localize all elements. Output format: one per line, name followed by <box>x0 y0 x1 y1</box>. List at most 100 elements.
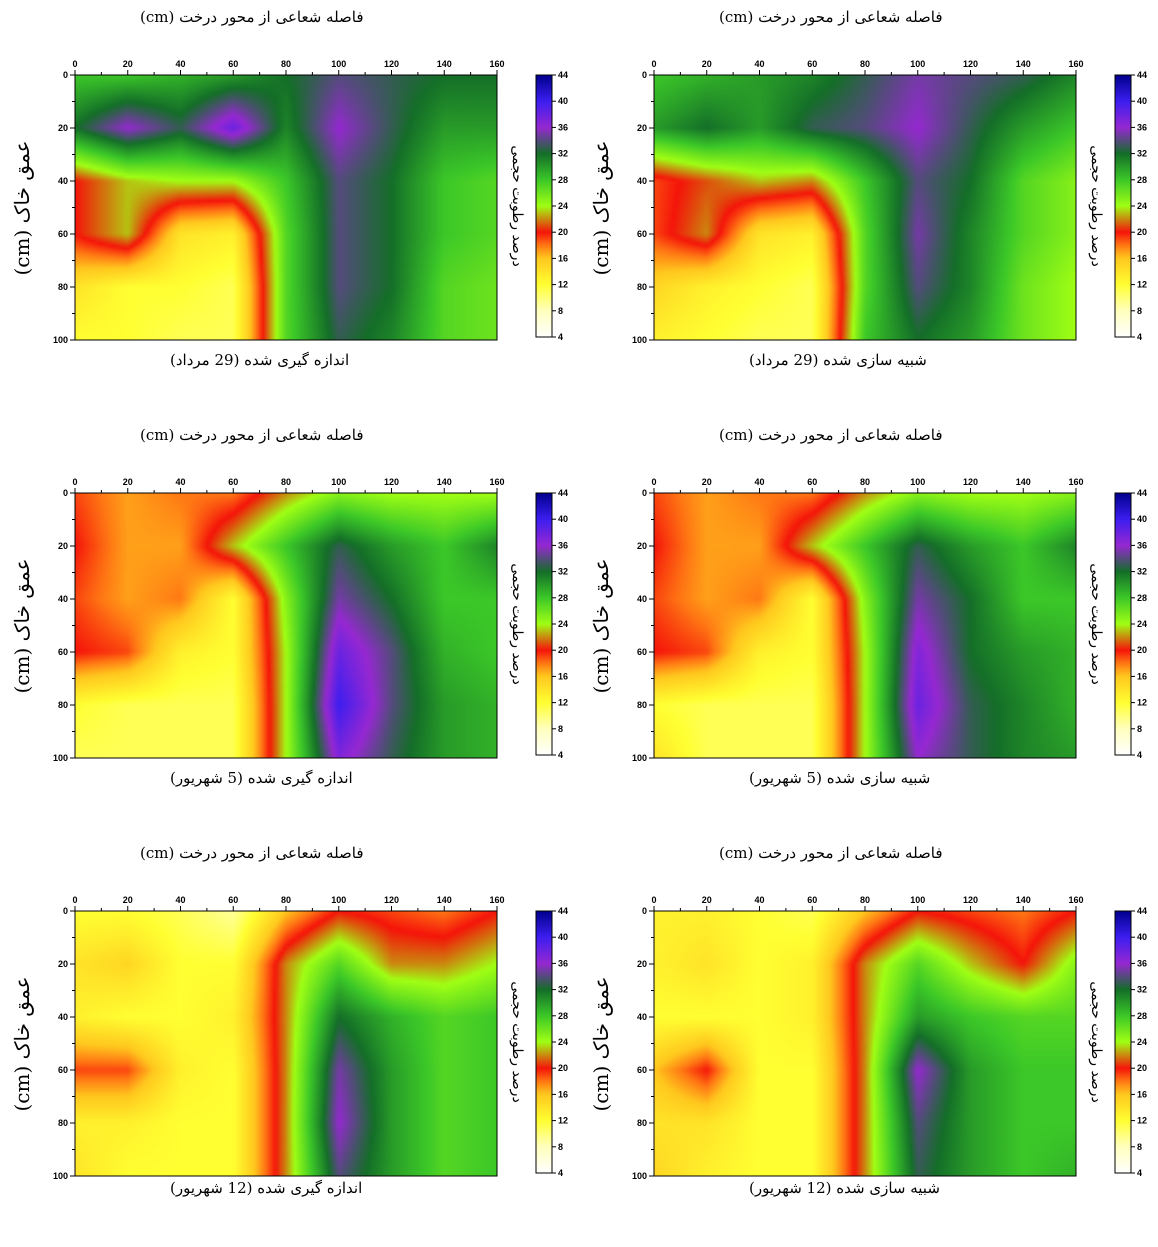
colorbar-tick-label: 44 <box>1137 488 1147 498</box>
x-tick-label: 80 <box>860 895 870 905</box>
colorbar-tick-label: 28 <box>1137 1011 1147 1021</box>
panel-caption: شبیه سازی شده (12 شهریور) <box>749 1179 940 1197</box>
x-tick-label: 120 <box>384 895 399 905</box>
y-tick-label: 0 <box>642 906 647 916</box>
x-axis-title: فاصله شعاعی از محور درخت (cm) <box>719 426 943 444</box>
y-tick-label: 80 <box>637 700 647 710</box>
x-tick-label: 0 <box>72 59 77 69</box>
y-tick-label: 100 <box>632 335 647 345</box>
x-tick-label: 140 <box>1016 59 1031 69</box>
x-tick-label: 160 <box>489 895 504 905</box>
y-tick-label: 0 <box>63 70 68 80</box>
colorbar-tick-label: 16 <box>1137 671 1147 681</box>
y-tick-label: 20 <box>58 123 68 133</box>
colorbar-tick-label: 4 <box>1137 1168 1142 1178</box>
x-tick-label: 40 <box>175 59 185 69</box>
colorbar-tick-label: 24 <box>558 619 568 629</box>
y-tick-label: 80 <box>58 1118 68 1128</box>
x-axis-title: فاصله شعاعی از محور درخت (cm) <box>719 844 943 862</box>
colorbar-tick-label: 20 <box>1137 227 1147 237</box>
y-tick-label: 80 <box>58 700 68 710</box>
colorbar-tick-label: 28 <box>558 1011 568 1021</box>
x-axis-title: فاصله شعاعی از محور درخت (cm) <box>719 8 943 26</box>
x-tick-label: 60 <box>228 477 238 487</box>
colorbar-tick-label: 12 <box>1137 698 1147 708</box>
x-axis-title: فاصله شعاعی از محور درخت (cm) <box>140 844 364 862</box>
x-tick-label: 100 <box>910 477 925 487</box>
colorbar-tick-label: 12 <box>558 280 568 290</box>
panel-caption: اندازه گیری شده (29 مرداد) <box>170 351 350 369</box>
y-tick-label: 60 <box>58 229 68 239</box>
colorbar <box>1115 75 1131 337</box>
x-tick-label: 80 <box>281 477 291 487</box>
x-tick-label: 80 <box>281 895 291 905</box>
panel-caption: شبیه سازی شده (5 شهریور) <box>749 769 931 787</box>
colorbar-tick-label: 16 <box>558 1089 568 1099</box>
colorbar-tick-label: 4 <box>558 1168 563 1178</box>
heatmap-panel: فاصله شعاعی از محور درخت (cm) عمق خاک (cm… <box>0 844 579 1247</box>
colorbar-tick-label: 32 <box>1137 985 1147 995</box>
x-tick-label: 0 <box>651 895 656 905</box>
colorbar-tick-label: 20 <box>558 1063 568 1073</box>
heatmap-field <box>75 493 497 758</box>
y-tick-label: 100 <box>632 753 647 763</box>
heatmap-field <box>75 75 497 340</box>
colorbar-tick-label: 44 <box>1137 906 1147 916</box>
colorbar-tick-label: 28 <box>558 593 568 603</box>
y-tick-label: 20 <box>58 541 68 551</box>
colorbar-tick-label: 20 <box>1137 645 1147 655</box>
y-tick-label: 60 <box>637 1065 647 1075</box>
y-tick-label: 60 <box>637 229 647 239</box>
colorbar-tick-label: 20 <box>558 645 568 655</box>
colorbar-tick-label: 4 <box>558 750 563 760</box>
x-tick-label: 40 <box>175 477 185 487</box>
x-tick-label: 20 <box>702 895 712 905</box>
colorbar-tick-label: 40 <box>558 932 568 942</box>
heatmap-field <box>75 911 497 1176</box>
x-tick-label: 40 <box>754 477 764 487</box>
heatmap-panel: فاصله شعاعی از محور درخت (cm) عمق خاک (cm… <box>579 8 1158 411</box>
x-tick-label: 0 <box>651 59 656 69</box>
y-tick-label: 80 <box>58 282 68 292</box>
x-tick-label: 140 <box>1016 895 1031 905</box>
y-tick-label: 0 <box>63 488 68 498</box>
colorbar-tick-label: 32 <box>558 567 568 577</box>
colorbar-tick-label: 24 <box>558 1037 568 1047</box>
x-tick-label: 100 <box>910 59 925 69</box>
colorbar-tick-label: 44 <box>558 70 568 80</box>
y-tick-label: 40 <box>58 176 68 186</box>
heatmap-svg: 0 20 40 60 80 100 120 140 160 0 20 40 60 80 100 4 8 12 16 2… <box>632 895 1147 1181</box>
colorbar-tick-label: 36 <box>1137 958 1147 968</box>
colorbar-tick-label: 16 <box>1137 253 1147 263</box>
x-tick-label: 60 <box>228 59 238 69</box>
panel-caption: اندازه گیری شده (5 شهریور) <box>170 769 353 787</box>
colorbar-tick-label: 24 <box>1137 619 1147 629</box>
colorbar-tick-label: 16 <box>558 671 568 681</box>
colorbar-tick-label: 4 <box>1137 332 1142 342</box>
y-tick-label: 0 <box>642 70 647 80</box>
heatmap-panel: فاصله شعاعی از محور درخت (cm) عمق خاک (cm… <box>0 426 579 829</box>
x-tick-label: 80 <box>860 59 870 69</box>
colorbar-tick-label: 12 <box>1137 1116 1147 1126</box>
colorbar-tick-label: 40 <box>558 514 568 524</box>
x-tick-label: 20 <box>702 59 712 69</box>
colorbar-tick-label: 24 <box>1137 1037 1147 1047</box>
colorbar-tick-label: 40 <box>1137 96 1147 106</box>
panel-caption: اندازه گیری شده (12 شهریور) <box>170 1179 363 1197</box>
colorbar-tick-label: 20 <box>558 227 568 237</box>
x-tick-label: 40 <box>754 59 764 69</box>
x-tick-label: 160 <box>1068 59 1083 69</box>
y-tick-label: 80 <box>637 282 647 292</box>
y-tick-label: 100 <box>53 335 68 345</box>
colorbar-tick-label: 32 <box>558 985 568 995</box>
heatmap-svg: 0 20 40 60 80 100 120 140 160 0 20 40 60 80 100 4 8 12 16 2… <box>53 59 568 345</box>
x-tick-label: 120 <box>384 477 399 487</box>
heatmap-panel: فاصله شعاعی از محور درخت (cm) عمق خاک (cm… <box>579 844 1158 1247</box>
x-tick-label: 140 <box>437 477 452 487</box>
y-tick-label: 0 <box>63 906 68 916</box>
colorbar-tick-label: 36 <box>1137 540 1147 550</box>
x-tick-label: 120 <box>963 59 978 69</box>
x-tick-label: 40 <box>175 895 185 905</box>
colorbar-tick-label: 40 <box>1137 932 1147 942</box>
x-tick-label: 100 <box>331 477 346 487</box>
